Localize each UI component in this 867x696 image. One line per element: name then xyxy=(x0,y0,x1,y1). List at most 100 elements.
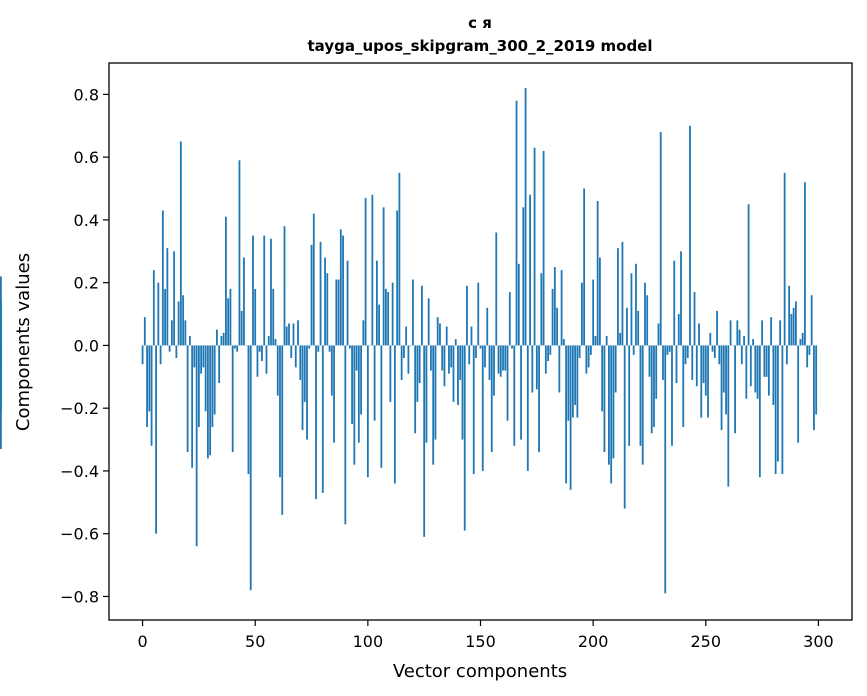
bar xyxy=(605,336,608,346)
bar xyxy=(348,345,351,349)
bar xyxy=(292,323,295,346)
bar xyxy=(686,345,689,358)
bar xyxy=(529,194,531,346)
bar xyxy=(157,282,160,346)
bar xyxy=(436,317,439,346)
bar xyxy=(535,345,538,390)
bar xyxy=(211,345,214,428)
bar xyxy=(425,345,428,443)
bar xyxy=(783,172,786,346)
bar xyxy=(391,282,394,346)
bar xyxy=(452,345,455,402)
bar xyxy=(175,345,178,358)
bar xyxy=(412,279,414,346)
bar xyxy=(763,345,766,377)
bar xyxy=(659,132,662,346)
bar xyxy=(497,345,500,374)
bar xyxy=(243,257,245,346)
bar xyxy=(646,295,649,346)
bar xyxy=(308,345,311,349)
bar xyxy=(252,235,254,346)
bar xyxy=(188,336,191,346)
bar xyxy=(693,292,696,346)
bar xyxy=(274,339,277,346)
bar xyxy=(770,317,773,346)
bar xyxy=(767,345,770,396)
bar xyxy=(261,345,263,362)
bar xyxy=(373,345,376,421)
y-tick-label: 0.4 xyxy=(74,211,99,230)
bar xyxy=(740,345,743,365)
bar xyxy=(815,345,818,415)
bar xyxy=(619,332,622,346)
bar xyxy=(583,188,586,346)
bar xyxy=(599,257,601,346)
bar xyxy=(479,345,482,349)
bar xyxy=(758,345,761,478)
bar xyxy=(339,229,342,346)
bar xyxy=(457,345,459,406)
bar xyxy=(580,282,583,346)
bar xyxy=(488,345,491,380)
bar xyxy=(662,345,664,380)
y-tick-label: −0.2 xyxy=(60,399,99,418)
y-tick-label: 0.8 xyxy=(74,85,99,104)
bar xyxy=(159,345,162,365)
x-tick-label: 100 xyxy=(353,632,384,651)
bar xyxy=(342,235,344,346)
bar xyxy=(276,345,279,396)
bar xyxy=(439,323,441,346)
bar xyxy=(421,285,423,346)
bar xyxy=(364,197,367,346)
bar xyxy=(324,257,326,346)
y-tick-label: 0.2 xyxy=(74,274,99,293)
bar xyxy=(623,345,626,509)
bar xyxy=(472,345,475,475)
bar xyxy=(418,345,421,384)
bar xyxy=(736,320,739,346)
bar xyxy=(355,345,358,371)
bar xyxy=(186,345,189,453)
bar xyxy=(321,345,324,493)
bar xyxy=(553,266,556,346)
bar xyxy=(542,150,545,346)
bar xyxy=(317,345,320,352)
bar xyxy=(709,332,712,346)
bar xyxy=(231,345,234,453)
bar xyxy=(288,323,290,346)
bar xyxy=(540,273,543,346)
bar xyxy=(576,345,579,418)
bar xyxy=(279,345,281,478)
bar xyxy=(806,345,809,368)
bar xyxy=(673,260,676,346)
bar xyxy=(202,345,205,368)
bar xyxy=(200,345,203,374)
bar xyxy=(556,307,558,346)
bar xyxy=(515,100,518,346)
bar xyxy=(567,345,570,421)
bar xyxy=(569,345,572,490)
bar xyxy=(493,345,495,396)
bar xyxy=(0,317,2,346)
x-axis-ticks: 0 50 100 150 200 250 300 xyxy=(137,620,834,651)
bar xyxy=(297,320,299,346)
bar xyxy=(813,345,815,431)
bar xyxy=(544,345,547,374)
bar xyxy=(804,182,806,346)
bar xyxy=(236,345,239,352)
bar xyxy=(729,320,732,346)
bar xyxy=(589,345,592,355)
bar xyxy=(558,345,561,393)
bar xyxy=(173,251,176,346)
bar xyxy=(353,345,356,465)
bar xyxy=(335,279,338,346)
bar xyxy=(653,345,655,428)
bar xyxy=(637,310,640,346)
bar xyxy=(294,345,297,368)
bar xyxy=(698,323,700,346)
bar xyxy=(179,141,182,346)
bar xyxy=(378,304,381,346)
bar xyxy=(596,201,599,346)
bar xyxy=(290,345,293,358)
bar xyxy=(213,345,216,415)
